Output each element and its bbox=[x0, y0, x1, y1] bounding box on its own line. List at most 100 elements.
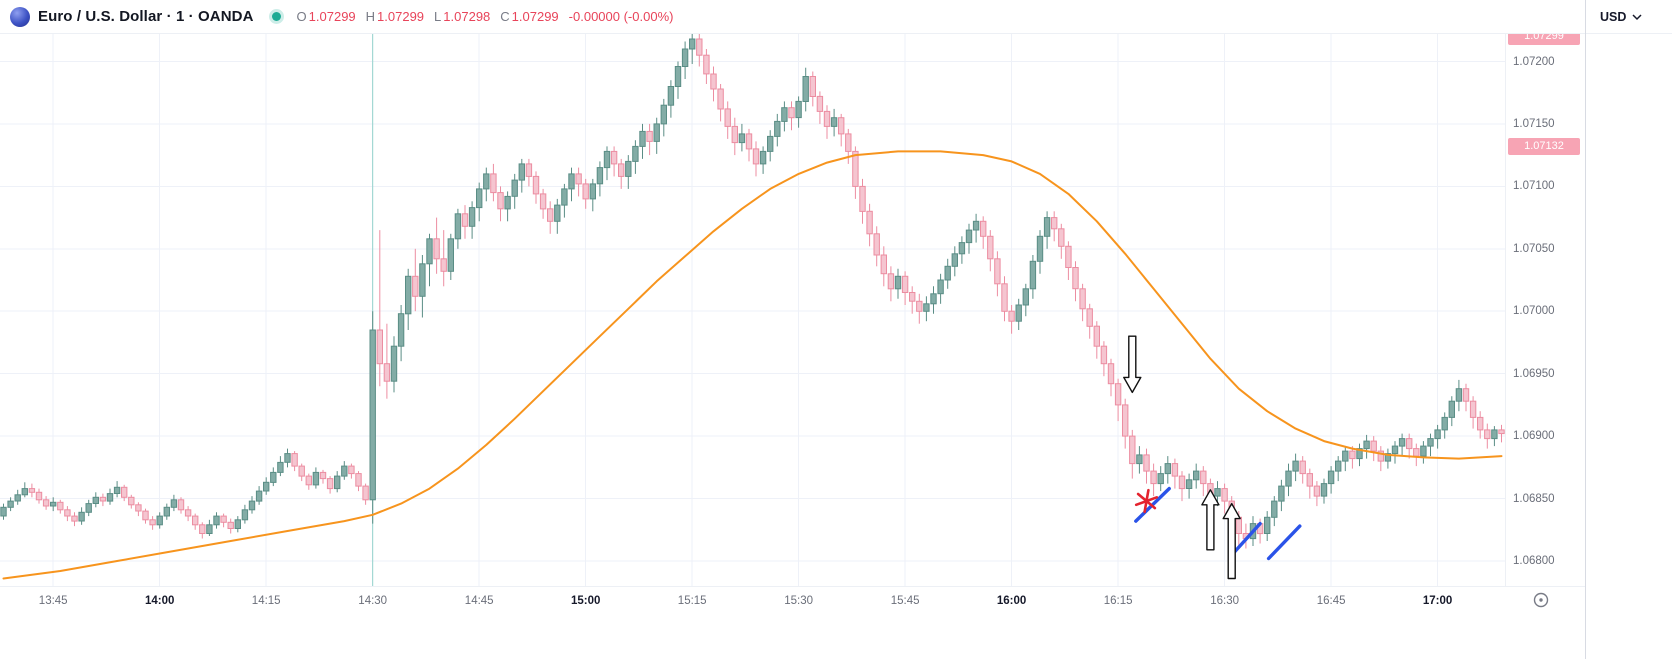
drawing-blue-stroke[interactable] bbox=[1231, 521, 1262, 556]
price-change: -0.00000 (-0.00%) bbox=[568, 9, 674, 24]
up-arrow-marker[interactable] bbox=[1201, 489, 1220, 551]
candle bbox=[1299, 456, 1306, 484]
chart-legend: Euro / U.S. Dollar · 1 · OANDA O 1.07299 … bbox=[0, 0, 1585, 34]
candle bbox=[1377, 446, 1384, 472]
price-axis[interactable]: 1.07299 1.07132 1.07200 1.07150 1.07100 1.0… bbox=[1505, 34, 1585, 586]
candle bbox=[1406, 433, 1413, 459]
candle bbox=[696, 34, 703, 67]
candle bbox=[596, 161, 604, 197]
candle bbox=[866, 203, 873, 247]
candle bbox=[213, 512, 220, 529]
candle bbox=[326, 476, 334, 494]
candle bbox=[348, 463, 355, 479]
candle bbox=[781, 101, 788, 132]
candle bbox=[426, 233, 433, 287]
market-status-dot[interactable] bbox=[271, 12, 281, 21]
candle bbox=[163, 503, 171, 520]
candle bbox=[795, 96, 802, 128]
candle bbox=[1413, 443, 1420, 467]
candle bbox=[1349, 446, 1356, 469]
candle bbox=[710, 66, 717, 102]
candle bbox=[7, 497, 14, 512]
candle bbox=[106, 488, 114, 505]
candle bbox=[965, 223, 973, 254]
chart-plot-area[interactable] bbox=[0, 34, 1505, 586]
candle bbox=[1448, 396, 1455, 427]
candle bbox=[1200, 466, 1207, 497]
candle bbox=[653, 117, 660, 154]
drawing-blue-stroke[interactable] bbox=[1266, 524, 1302, 561]
candle bbox=[1420, 441, 1427, 464]
symbol-title[interactable]: Euro / U.S. Dollar · 1 · OANDA bbox=[38, 8, 254, 25]
candle bbox=[1292, 453, 1299, 482]
candle bbox=[468, 201, 476, 239]
candle bbox=[199, 522, 206, 539]
candle bbox=[1469, 396, 1477, 429]
candle bbox=[1306, 468, 1313, 499]
candle bbox=[497, 186, 504, 222]
candle bbox=[1498, 424, 1505, 443]
candle bbox=[1171, 458, 1179, 489]
candle bbox=[511, 173, 518, 209]
candle bbox=[1058, 223, 1065, 259]
candle bbox=[277, 456, 284, 477]
red-asterisk-marker[interactable] bbox=[1134, 488, 1159, 514]
high-value: H 1.07299 bbox=[365, 9, 425, 24]
time-axis-label: 14:00 bbox=[144, 595, 175, 607]
candle bbox=[504, 191, 511, 222]
candle bbox=[1114, 378, 1122, 422]
candle bbox=[816, 91, 824, 124]
candle bbox=[759, 146, 767, 174]
candle bbox=[1107, 358, 1115, 397]
candle bbox=[774, 113, 781, 147]
candle bbox=[809, 71, 816, 107]
candle bbox=[383, 323, 391, 399]
candle bbox=[859, 178, 866, 224]
candle bbox=[958, 236, 966, 264]
candle bbox=[1015, 298, 1022, 330]
candle bbox=[1193, 463, 1200, 489]
candle bbox=[909, 286, 916, 314]
candlestick-chart[interactable] bbox=[0, 34, 1505, 586]
candle bbox=[270, 467, 277, 487]
candle bbox=[28, 483, 36, 498]
time-axis-label: 16:30 bbox=[1210, 595, 1239, 607]
candle bbox=[731, 117, 738, 156]
time-axis-label: 14:30 bbox=[358, 595, 388, 607]
down-arrow-marker[interactable] bbox=[1123, 335, 1142, 394]
candle bbox=[397, 305, 405, 362]
time-axis-label: 13:45 bbox=[38, 595, 68, 607]
low-value: L 1.07298 bbox=[434, 9, 491, 24]
candles-layer[interactable] bbox=[0, 34, 1505, 549]
candle bbox=[1342, 446, 1349, 472]
candle bbox=[1384, 448, 1392, 469]
time-axis-label: 15:00 bbox=[570, 595, 601, 607]
candle bbox=[1491, 426, 1498, 447]
candle bbox=[618, 158, 625, 189]
price-axis-label: 1.07150 bbox=[1513, 117, 1555, 130]
currency-selector[interactable]: USD bbox=[1586, 0, 1672, 34]
candle bbox=[1086, 303, 1093, 339]
candle bbox=[547, 201, 554, 234]
candle bbox=[362, 483, 369, 505]
candle bbox=[625, 155, 632, 189]
grid-layer bbox=[0, 34, 1505, 586]
candle bbox=[561, 183, 568, 218]
crosshair-target-icon[interactable] bbox=[1530, 589, 1552, 611]
candle bbox=[355, 471, 362, 492]
time-axis[interactable]: 13:45 14:00 14:15 14:30 14:45 15:00 15:15 15:30… bbox=[0, 586, 1585, 618]
ma-line[interactable] bbox=[2, 150, 1503, 580]
candle bbox=[1221, 483, 1228, 514]
candle bbox=[57, 499, 64, 514]
chevron-down-icon bbox=[1632, 13, 1642, 20]
candle bbox=[490, 163, 497, 202]
candle bbox=[717, 84, 724, 122]
up-arrow-marker[interactable] bbox=[1222, 502, 1241, 580]
candle bbox=[177, 497, 185, 514]
candle bbox=[1164, 456, 1171, 484]
candle bbox=[724, 101, 731, 139]
candle bbox=[1398, 433, 1406, 457]
candle bbox=[532, 171, 540, 204]
candle bbox=[788, 101, 795, 131]
